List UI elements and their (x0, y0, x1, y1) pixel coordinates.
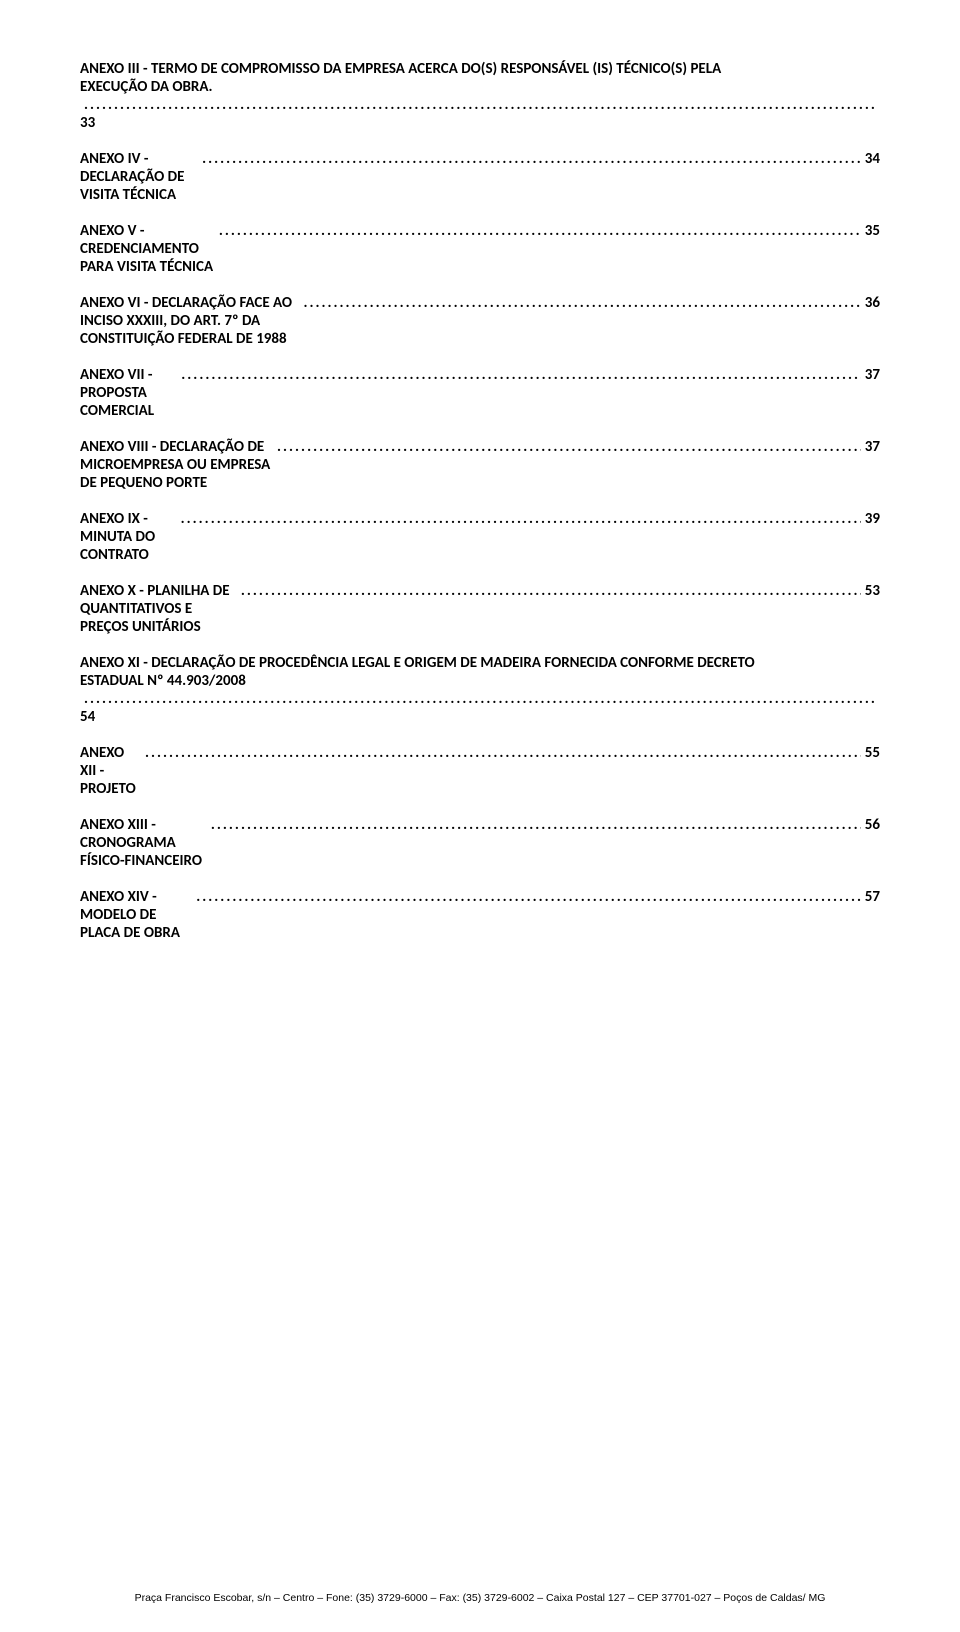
toc-entry: ANEXO VI - DECLARAÇÃO FACE AO INCISO XXX… (80, 294, 880, 348)
toc-entry-text: ANEXO V - CREDENCIAMENTO PARA VISITA TÉC… (80, 222, 215, 276)
toc-leader (196, 888, 861, 906)
toc-entry: ANEXO XIV - MODELO DE PLACA DE OBRA 57 (80, 888, 880, 942)
toc-entry: ANEXO XII - PROJETO 55 (80, 744, 880, 798)
page-footer: Praça Francisco Escobar, s/n – Centro – … (0, 1592, 960, 1604)
toc-entry-text: ANEXO VIII - DECLARAÇÃO DE MICROEMPRESA … (80, 438, 273, 492)
toc-entry-text: ANEXO IV - DECLARAÇÃO DE VISITA TÉCNICA (80, 150, 198, 204)
toc-entry-text: ANEXO XIV - MODELO DE PLACA DE OBRA (80, 888, 192, 942)
toc-entry: ANEXO V - CREDENCIAMENTO PARA VISITA TÉC… (80, 222, 880, 276)
toc-leader (277, 438, 861, 456)
toc-entry: ANEXO VIII - DECLARAÇÃO DE MICROEMPRESA … (80, 438, 880, 492)
toc-entry: ANEXO IX - MINUTA DO CONTRATO 39 (80, 510, 880, 564)
toc-page-number: 36 (865, 294, 880, 312)
toc-leader (181, 366, 860, 384)
toc-entry-text: ANEXO XII - PROJETO (80, 744, 141, 798)
toc-page-number: 57 (865, 888, 880, 906)
toc-entry-text-line2: EXECUÇÃO DA OBRA. (80, 78, 213, 96)
toc-entry: ANEXO XIII - CRONOGRAMA FÍSICO-FINANCEIR… (80, 816, 880, 870)
toc-entry: ANEXO IV - DECLARAÇÃO DE VISITA TÉCNICA 3… (80, 150, 880, 204)
toc-leader (181, 510, 861, 528)
toc-page-number: 39 (865, 510, 880, 528)
toc-page-number: 54 (80, 708, 95, 726)
toc-entry: ANEXO X - PLANILHA DE QUANTITATIVOS E PR… (80, 582, 880, 636)
toc-leader (304, 294, 861, 312)
toc-leader (211, 816, 861, 834)
toc-leader (145, 744, 861, 762)
toc-leader (202, 150, 861, 168)
toc-entry: ANEXO III - TERMO DE COMPROMISSO DA EMPR… (80, 60, 880, 132)
toc-page-number: 55 (865, 744, 880, 762)
toc-leader (241, 582, 861, 600)
toc-entry-text: ANEXO IX - MINUTA DO CONTRATO (80, 510, 177, 564)
toc-page-number: 37 (865, 438, 880, 456)
toc-page-number: 34 (865, 150, 880, 168)
toc-entry-text-line1: ANEXO XI - DECLARAÇÃO DE PROCEDÊNCIA LEG… (80, 654, 880, 672)
toc-entry-text: ANEXO X - PLANILHA DE QUANTITATIVOS E PR… (80, 582, 237, 636)
toc-entry-text: ANEXO VII - PROPOSTA COMERCIAL (80, 366, 177, 420)
toc-leader (219, 222, 861, 240)
toc-page-number: 35 (865, 222, 880, 240)
toc-page-number: 56 (865, 816, 880, 834)
toc-entry-text-line2: ESTADUAL Nº 44.903/2008 (80, 672, 246, 690)
toc-entry: ANEXO VII - PROPOSTA COMERCIAL 37 (80, 366, 880, 420)
toc-leader (84, 96, 876, 114)
toc-leader (84, 690, 876, 708)
toc-entry-text: ANEXO VI - DECLARAÇÃO FACE AO INCISO XXX… (80, 294, 300, 348)
toc-entry-text-line1: ANEXO III - TERMO DE COMPROMISSO DA EMPR… (80, 60, 880, 78)
toc-page-number: 33 (80, 114, 95, 132)
toc-page-number: 37 (865, 366, 880, 384)
toc-page-number: 53 (865, 582, 880, 600)
toc-entry-text: ANEXO XIII - CRONOGRAMA FÍSICO-FINANCEIR… (80, 816, 207, 870)
toc-entry: ANEXO XI - DECLARAÇÃO DE PROCEDÊNCIA LEG… (80, 654, 880, 726)
table-of-contents: ANEXO III - TERMO DE COMPROMISSO DA EMPR… (80, 60, 880, 942)
